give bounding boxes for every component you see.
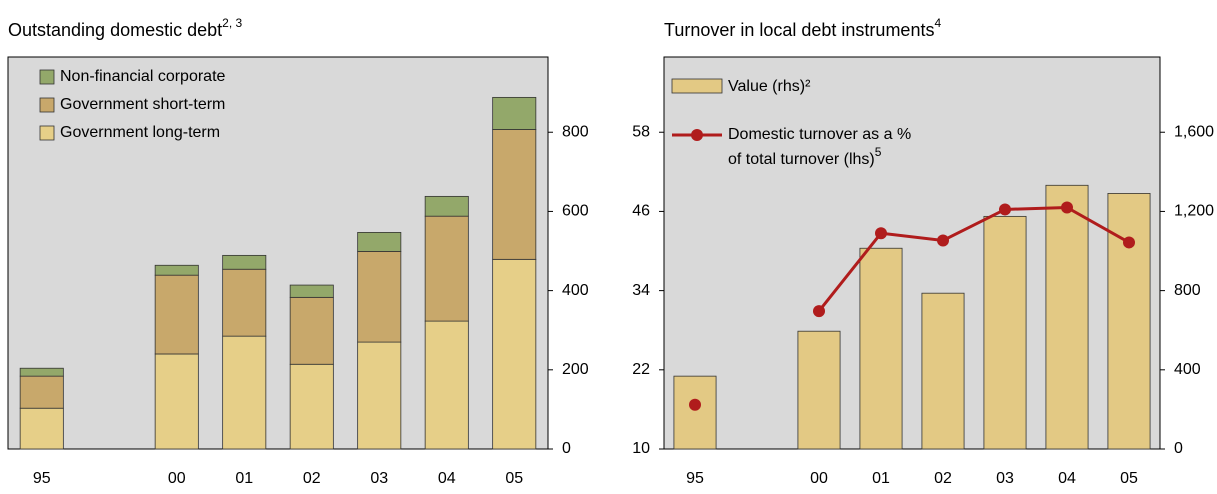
legend-swatch bbox=[39, 69, 55, 85]
bar-segment bbox=[492, 96, 537, 130]
x-tick-label: 05 bbox=[505, 470, 523, 487]
y-tick-label: 400 bbox=[1174, 361, 1201, 378]
chart-title: Turnover in local debt instruments4 bbox=[664, 16, 941, 40]
x-tick-label: 02 bbox=[934, 470, 952, 487]
x-tick-label: 01 bbox=[235, 470, 253, 487]
bar-segment bbox=[154, 274, 199, 355]
title-sup: 4 bbox=[934, 16, 941, 30]
x-tick-label: 04 bbox=[1058, 470, 1076, 487]
bar bbox=[921, 292, 965, 450]
bar-segment bbox=[289, 363, 334, 450]
bar-segment bbox=[492, 129, 537, 260]
legend-label: Domestic turnover as a % bbox=[728, 126, 911, 143]
x-tick-label: 00 bbox=[810, 470, 828, 487]
bar-segment bbox=[19, 367, 64, 377]
y-tick-label: 1,200 bbox=[1174, 203, 1214, 220]
bar-segment bbox=[222, 268, 267, 337]
bar-segment bbox=[424, 320, 469, 450]
bar-segment bbox=[424, 195, 469, 217]
x-tick-label: 95 bbox=[686, 470, 704, 487]
point bbox=[1061, 201, 1073, 214]
legend-swatch bbox=[39, 125, 55, 141]
bar-segment bbox=[357, 251, 402, 343]
point bbox=[1123, 236, 1135, 249]
bar bbox=[673, 375, 717, 450]
legend-label: Non-financial corporate bbox=[60, 68, 226, 85]
legend-swatch bbox=[39, 97, 55, 113]
y-tick-label: 46 bbox=[632, 203, 650, 220]
x-tick-label: 00 bbox=[168, 470, 186, 487]
bar-segment bbox=[19, 375, 64, 409]
x-tick-label: 03 bbox=[370, 470, 388, 487]
legend-label: of total turnover (lhs)5 bbox=[728, 145, 882, 168]
legend-sup: 5 bbox=[875, 145, 882, 159]
point bbox=[999, 203, 1011, 216]
y-tick-label: 34 bbox=[632, 282, 650, 299]
bar-segment bbox=[154, 353, 199, 450]
y-tick-label: 0 bbox=[562, 440, 571, 457]
bar-segment bbox=[357, 232, 402, 252]
y-tick-label: 800 bbox=[1174, 282, 1201, 299]
bar bbox=[797, 330, 841, 450]
bar bbox=[1107, 193, 1151, 450]
y-tick-label: 22 bbox=[632, 361, 650, 378]
bar-segment bbox=[357, 341, 402, 450]
y-tick-label: 200 bbox=[562, 361, 589, 378]
line bbox=[817, 205, 1130, 313]
x-tick-label: 04 bbox=[438, 470, 456, 487]
chart-title: Outstanding domestic debt2, 3 bbox=[8, 16, 242, 40]
y-tick-label: 400 bbox=[562, 282, 589, 299]
bar-segment bbox=[19, 407, 64, 450]
title-sup: 2, 3 bbox=[222, 16, 242, 30]
x-tick-label: 02 bbox=[303, 470, 321, 487]
bar-segment bbox=[222, 335, 267, 450]
y-tick-label: 1,600 bbox=[1174, 123, 1214, 140]
y-tick-label: 600 bbox=[562, 203, 589, 220]
point bbox=[937, 234, 949, 247]
bar bbox=[859, 247, 903, 450]
title-text: Outstanding domestic debt bbox=[8, 20, 222, 40]
legend-label: Government short-term bbox=[60, 96, 225, 113]
point bbox=[875, 227, 887, 240]
y-tick-label: 58 bbox=[632, 123, 650, 140]
bar-segment bbox=[289, 296, 334, 365]
legend-swatch bbox=[671, 78, 723, 94]
x-tick-label: 95 bbox=[33, 470, 51, 487]
y-tick-label: 10 bbox=[632, 440, 650, 457]
point bbox=[813, 305, 825, 318]
y-tick-label: 0 bbox=[1174, 440, 1183, 457]
bar bbox=[983, 215, 1027, 450]
title-text: Turnover in local debt instruments bbox=[664, 20, 934, 40]
bar-segment bbox=[154, 264, 199, 276]
legend-text: of total turnover (lhs) bbox=[728, 151, 875, 168]
x-tick-label: 03 bbox=[996, 470, 1014, 487]
y-tick-label: 800 bbox=[562, 123, 589, 140]
legend-marker bbox=[691, 129, 703, 141]
bar-segment bbox=[289, 284, 334, 298]
x-tick-label: 05 bbox=[1120, 470, 1138, 487]
bar bbox=[1045, 184, 1089, 450]
x-tick-label: 01 bbox=[872, 470, 890, 487]
bar-segment bbox=[492, 258, 537, 450]
bar-segment bbox=[222, 254, 267, 270]
legend-label: Value (rhs)² bbox=[728, 78, 811, 95]
bar-segment bbox=[424, 215, 469, 322]
legend-label: Government long-term bbox=[60, 124, 220, 141]
point bbox=[689, 398, 701, 411]
